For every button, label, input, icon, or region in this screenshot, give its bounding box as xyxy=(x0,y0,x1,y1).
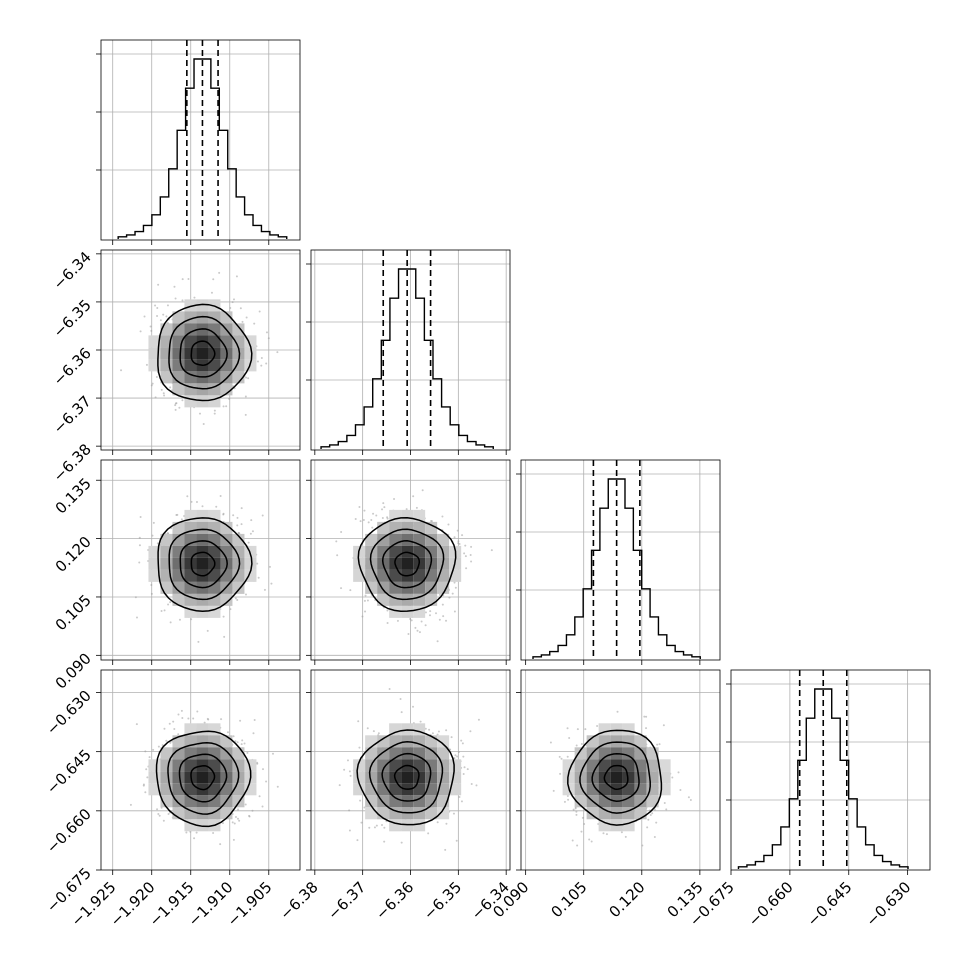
contour-2 xyxy=(168,315,241,390)
contour-0 xyxy=(190,340,216,366)
y-tick-label-1-0: −6.38 xyxy=(50,440,95,485)
x-tick-label-3-3: −0.630 xyxy=(862,878,914,930)
x-tick-label-1-2: −6.36 xyxy=(372,878,417,923)
panel-frame xyxy=(520,459,721,661)
contour-0 xyxy=(190,551,216,577)
contour-2 xyxy=(369,528,445,601)
histogram-panel-2 xyxy=(516,459,721,665)
y-tick-label-2-1: 0.105 xyxy=(52,591,95,634)
x-tick-label-3-2: −0.645 xyxy=(804,878,856,930)
density-cells xyxy=(562,723,671,832)
y-tick-label-3-1: −0.660 xyxy=(43,805,95,857)
panel-frame xyxy=(100,459,301,661)
y-tick-label-2-2: 0.120 xyxy=(52,533,95,576)
contour-1 xyxy=(381,540,433,589)
y-tick-label-2-0: 0.090 xyxy=(52,649,95,692)
density-panel-2-1 xyxy=(306,459,511,665)
histogram-step xyxy=(320,268,494,449)
panel-frame xyxy=(100,39,301,241)
panel-frame xyxy=(730,669,931,871)
x-tick-label-1-0: −6.38 xyxy=(276,878,321,923)
y-tick-label-3-2: −0.645 xyxy=(43,746,95,798)
contour-3 xyxy=(157,517,253,613)
contour-2 xyxy=(168,528,241,601)
contour-1 xyxy=(591,753,640,802)
contour-0 xyxy=(394,551,421,577)
contour-1 xyxy=(381,752,432,802)
density-panel-3-1 xyxy=(306,669,511,875)
x-tick-label-1-3: −6.35 xyxy=(420,878,465,923)
x-tick-label-3-1: −0.660 xyxy=(745,878,797,930)
y-tick-label-1-3: −6.35 xyxy=(50,296,95,341)
y-tick-label-1-2: −6.36 xyxy=(50,344,95,389)
y-tick-label-1-1: −6.37 xyxy=(50,392,95,437)
contour-0 xyxy=(393,764,420,790)
contour-0 xyxy=(190,765,216,791)
density-cells xyxy=(148,299,257,408)
density-panel-2-0 xyxy=(96,459,301,665)
contour-2 xyxy=(579,741,651,814)
density-panel-3-0 xyxy=(96,669,301,875)
x-tick-label-2-1: 0.105 xyxy=(547,878,590,921)
histogram-panel-1 xyxy=(306,249,511,455)
contour-3 xyxy=(157,303,253,402)
density-panel-1-0 xyxy=(96,249,301,455)
contour-1 xyxy=(178,753,228,803)
x-tick-label-1-1: −6.37 xyxy=(324,878,369,923)
contour-2 xyxy=(368,741,444,814)
contour-0 xyxy=(603,764,629,790)
histogram-step xyxy=(117,58,288,239)
contour-1 xyxy=(179,540,228,589)
density-cells xyxy=(353,509,462,618)
panel-frame xyxy=(100,669,301,871)
histogram-panel-3 xyxy=(726,669,931,875)
histogram-step xyxy=(532,478,701,659)
density-panel-3-2 xyxy=(516,669,721,875)
contour-1 xyxy=(179,328,228,378)
contour-2 xyxy=(167,742,240,815)
histogram-step xyxy=(737,688,909,869)
density-cells xyxy=(148,509,257,618)
contour-3 xyxy=(357,517,457,612)
x-tick-label-2-2: 0.120 xyxy=(606,878,649,921)
y-tick-label-3-3: −0.630 xyxy=(43,687,95,739)
y-tick-label-1-4: −6.34 xyxy=(50,248,95,293)
panel-frame xyxy=(520,669,721,871)
density-cells xyxy=(148,723,257,832)
contour-3 xyxy=(567,729,663,826)
contour-3 xyxy=(356,729,455,826)
histogram-panel-0 xyxy=(96,39,301,245)
contour-3 xyxy=(155,730,252,828)
